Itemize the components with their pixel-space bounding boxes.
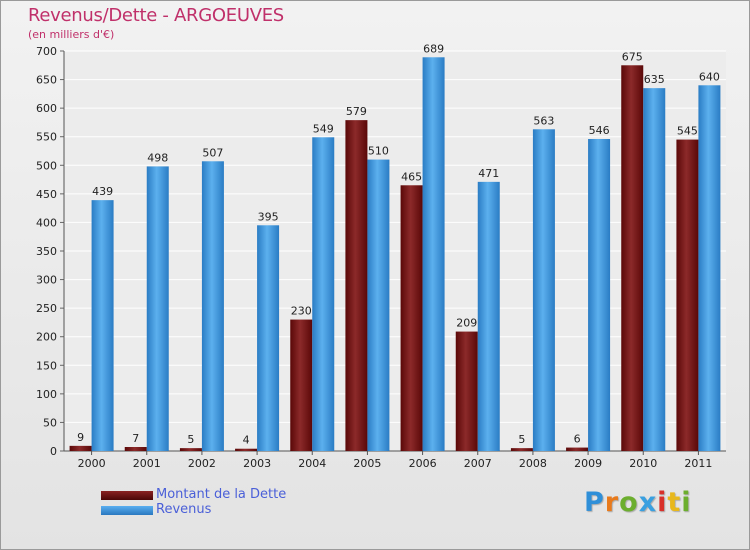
data-label-revenue: 439 [92, 185, 113, 198]
bar-debt [510, 448, 533, 451]
bar-revenue [146, 166, 169, 451]
proxiti-logo: Proxiti [584, 487, 692, 518]
y-tick-label: 700 [36, 45, 57, 58]
bar-debt [621, 65, 644, 452]
data-label-debt: 9 [77, 431, 84, 444]
bar-debt [235, 448, 258, 451]
bar-revenue [588, 139, 611, 451]
data-label-debt: 675 [622, 50, 643, 63]
y-tick-label: 100 [36, 388, 57, 401]
x-tick-label: 2006 [409, 457, 437, 470]
data-label-revenue: 471 [478, 167, 499, 180]
data-label-debt: 545 [677, 125, 698, 138]
bar-chart: 0501001502002503003504004505005506006507… [36, 42, 726, 470]
data-label-revenue: 640 [699, 70, 720, 83]
data-label-revenue: 510 [368, 145, 389, 158]
data-label-revenue: 546 [589, 124, 610, 137]
logo-letter: o [619, 487, 639, 518]
logo-letter: x [638, 487, 658, 518]
data-label-debt: 209 [456, 317, 477, 330]
y-tick-label: 550 [36, 131, 57, 144]
y-tick-label: 500 [36, 159, 57, 172]
x-tick-label: 2004 [298, 457, 326, 470]
x-tick-label: 2010 [629, 457, 657, 470]
bar-revenue [91, 200, 114, 451]
data-label-debt: 230 [291, 305, 312, 318]
chart-title: Revenus/Dette - ARGOEUVES [28, 5, 284, 26]
y-tick-label: 400 [36, 216, 57, 229]
legend-swatch-revenus [101, 506, 153, 515]
x-tick-label: 2002 [188, 457, 216, 470]
x-tick-label: 2008 [519, 457, 547, 470]
x-tick-label: 2000 [78, 457, 106, 470]
bar-revenue [477, 181, 500, 451]
bar-debt [455, 331, 478, 451]
data-label-revenue: 635 [644, 73, 665, 86]
data-label-revenue: 395 [258, 210, 279, 223]
bar-revenue [422, 57, 445, 452]
y-tick-label: 650 [36, 74, 57, 87]
y-tick-label: 600 [36, 102, 57, 115]
data-label-revenue: 563 [533, 114, 554, 127]
bar-debt [179, 448, 202, 451]
logo-letter: t [667, 487, 682, 518]
data-label-revenue: 689 [423, 42, 444, 55]
data-label-debt: 6 [574, 433, 581, 446]
logo-letter: i [657, 487, 668, 518]
data-label-revenue: 549 [313, 122, 334, 135]
data-label-debt: 579 [346, 105, 367, 118]
y-tick-label: 350 [36, 245, 57, 258]
legend-swatch-dette [101, 491, 153, 500]
bar-debt [290, 319, 313, 451]
y-tick-label: 0 [50, 445, 57, 458]
logo-letter: r [604, 487, 620, 518]
bar-debt [345, 120, 368, 452]
x-tick-label: 2009 [574, 457, 602, 470]
y-tick-label: 250 [36, 302, 57, 315]
y-tick-label: 200 [36, 331, 57, 344]
bar-revenue [643, 88, 666, 452]
bar-revenue [201, 161, 224, 452]
logo-letter: i [681, 487, 692, 518]
data-label-debt: 5 [518, 433, 525, 446]
x-tick-label: 2011 [684, 457, 712, 470]
data-label-revenue: 498 [147, 151, 168, 164]
data-label-debt: 5 [187, 433, 194, 446]
bar-revenue [312, 137, 335, 452]
bar-debt [69, 445, 92, 451]
y-tick-label: 50 [43, 416, 57, 429]
bar-revenue [698, 85, 721, 452]
bar-revenue [532, 129, 555, 452]
y-tick-label: 300 [36, 274, 57, 287]
bar-revenue [367, 159, 390, 452]
y-tick-label: 150 [36, 359, 57, 372]
logo-letter: P [584, 487, 605, 518]
legend-label-revenus: Revenus [156, 502, 212, 517]
x-tick-label: 2007 [464, 457, 492, 470]
x-tick-label: 2003 [243, 457, 271, 470]
legend-label-dette: Montant de la Dette [156, 487, 287, 502]
bar-debt [400, 185, 423, 452]
y-tick-label: 450 [36, 188, 57, 201]
data-label-debt: 4 [243, 434, 250, 447]
chart-subtitle: (en milliers d'€) [28, 28, 115, 41]
bar-debt [124, 447, 147, 451]
bar-debt [676, 139, 699, 452]
bar-debt [566, 447, 589, 451]
data-label-revenue: 507 [202, 146, 223, 159]
data-label-debt: 7 [132, 432, 139, 445]
data-label-debt: 465 [401, 170, 422, 183]
x-tick-label: 2005 [353, 457, 381, 470]
x-tick-label: 2001 [133, 457, 161, 470]
bar-revenue [257, 225, 280, 451]
